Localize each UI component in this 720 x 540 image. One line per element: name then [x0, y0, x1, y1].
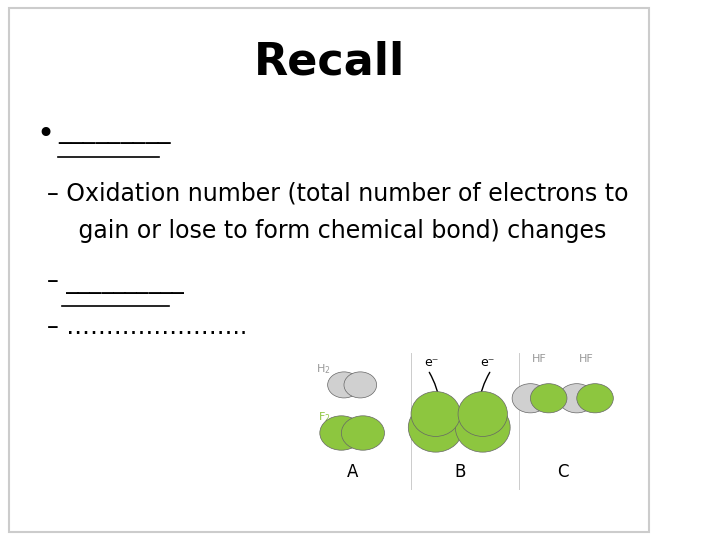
Text: B: B: [454, 463, 466, 481]
Ellipse shape: [455, 403, 510, 452]
Text: e⁻: e⁻: [480, 356, 495, 369]
Ellipse shape: [341, 416, 384, 450]
Text: F$_2$: F$_2$: [318, 410, 330, 424]
Text: HF: HF: [579, 354, 593, 363]
Ellipse shape: [328, 372, 360, 398]
FancyBboxPatch shape: [9, 8, 649, 532]
Ellipse shape: [408, 403, 463, 452]
Text: e⁻: e⁻: [424, 356, 438, 369]
Text: H$_2$: H$_2$: [316, 362, 330, 376]
Text: Recall: Recall: [253, 40, 405, 83]
Text: _________: _________: [58, 120, 171, 144]
Text: gain or lose to form chemical bond) changes: gain or lose to form chemical bond) chan…: [56, 219, 607, 243]
Ellipse shape: [559, 384, 595, 413]
Ellipse shape: [577, 384, 613, 413]
Text: C: C: [557, 463, 569, 481]
Text: A: A: [346, 463, 358, 481]
Text: – __________: – __________: [48, 270, 184, 294]
Ellipse shape: [512, 384, 549, 413]
Ellipse shape: [531, 384, 567, 413]
Text: – Oxidation number (total number of electrons to: – Oxidation number (total number of elec…: [48, 182, 629, 206]
Text: HF: HF: [532, 354, 547, 363]
Ellipse shape: [320, 416, 363, 450]
Ellipse shape: [458, 392, 508, 436]
Ellipse shape: [411, 392, 460, 436]
Text: •: •: [37, 120, 55, 150]
Text: – …………………..: – …………………..: [48, 315, 248, 340]
Ellipse shape: [344, 372, 377, 398]
